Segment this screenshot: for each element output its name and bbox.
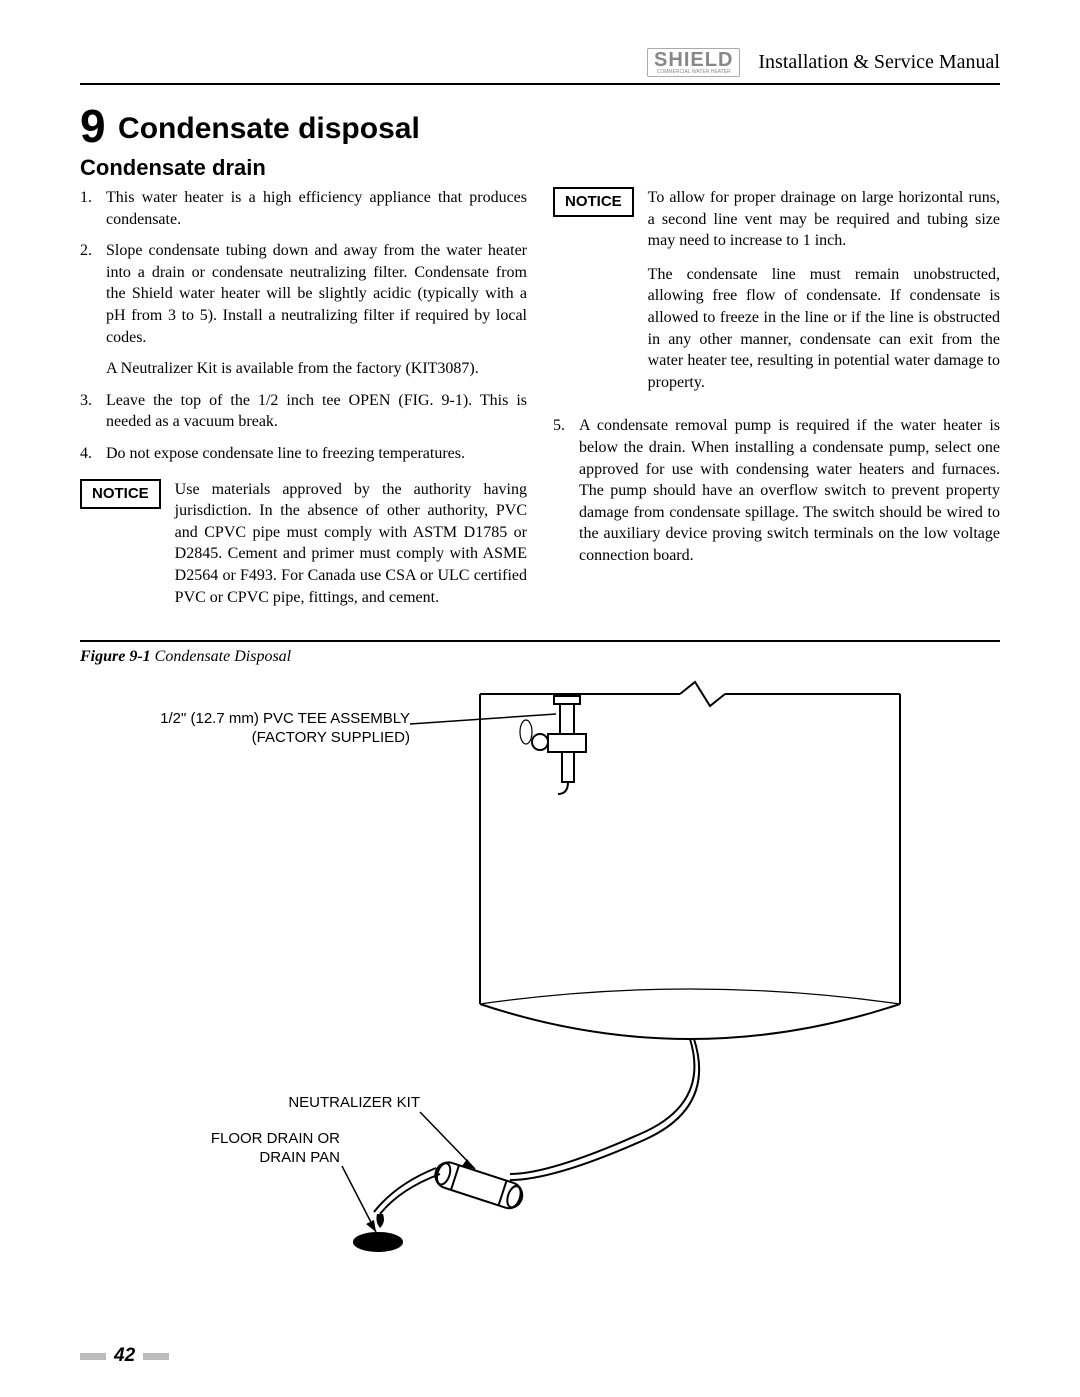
list-item: Slope condensate tubing down and away fr… [80, 240, 527, 380]
section-title: 9 Condensate disposal [80, 99, 1000, 153]
list-text: Leave the top of the 1/2 inch tee OPEN (… [106, 392, 527, 431]
figure-caption: Figure 9-1 Condensate Disposal [80, 648, 1000, 666]
page-bar-icon [80, 1353, 106, 1360]
left-column: This water heater is a high efficiency a… [80, 187, 527, 618]
list-text: A condensate removal pump is required if… [579, 417, 1000, 564]
section-subhead: Condensate drain [80, 155, 1000, 181]
list-item: This water heater is a high efficiency a… [80, 187, 527, 230]
right-list: A condensate removal pump is required if… [553, 415, 1000, 566]
list-text: This water heater is a high efficiency a… [106, 189, 527, 228]
left-list: This water heater is a high efficiency a… [80, 187, 527, 465]
figure-caption-bold: Figure 9-1 [80, 648, 151, 665]
section-name: Condensate disposal [118, 112, 420, 145]
figure-label-line: 1/2" (12.7 mm) PVC TEE ASSEMBLY [140, 710, 410, 729]
shield-logo: SHIELD COMMERCIAL WATER HEATER [647, 48, 740, 77]
figure-label-drain: FLOOR DRAIN OR DRAIN PAN [180, 1130, 340, 1168]
header-rule [80, 83, 1000, 85]
figure-label-line: DRAIN PAN [180, 1149, 340, 1168]
notice-label: NOTICE [80, 479, 161, 509]
right-column: NOTICE To allow for proper drainage on l… [553, 187, 1000, 618]
page-number: 42 [114, 1345, 135, 1367]
figure-label-line: (FACTORY SUPPLIED) [140, 729, 410, 748]
list-item: Leave the top of the 1/2 inch tee OPEN (… [80, 390, 527, 433]
notice-paragraph: The condensate line must remain unobstru… [648, 264, 1000, 394]
page-number-block: 42 [80, 1345, 169, 1367]
notice-paragraph: To allow for proper drainage on large ho… [648, 187, 1000, 252]
logo-text: SHIELD [654, 49, 733, 71]
list-text: Slope condensate tubing down and away fr… [106, 242, 527, 345]
figure-label-neutralizer: NEUTRALIZER KIT [220, 1094, 420, 1113]
notice-block-left: NOTICE Use materials approved by the aut… [80, 479, 527, 609]
header: SHIELD COMMERCIAL WATER HEATER Installat… [80, 48, 1000, 77]
section-number: 9 [80, 100, 106, 152]
condensate-diagram [80, 674, 1000, 1264]
notice-label: NOTICE [553, 187, 634, 217]
list-item: A condensate removal pump is required if… [553, 415, 1000, 566]
logo-subtext: COMMERCIAL WATER HEATER [654, 70, 733, 75]
notice-block-right: NOTICE To allow for proper drainage on l… [553, 187, 1000, 405]
notice-text: To allow for proper drainage on large ho… [648, 187, 1000, 405]
figure-label-tee: 1/2" (12.7 mm) PVC TEE ASSEMBLY (FACTORY… [140, 710, 410, 748]
figure-area: 1/2" (12.7 mm) PVC TEE ASSEMBLY (FACTORY… [80, 674, 1000, 1264]
figure-caption-rest: Condensate Disposal [151, 648, 291, 665]
body-columns: This water heater is a high efficiency a… [80, 187, 1000, 618]
notice-text: Use materials approved by the authority … [175, 479, 527, 609]
figure-rule [80, 640, 1000, 642]
manual-title: Installation & Service Manual [758, 51, 1000, 74]
figure-label-line: FLOOR DRAIN OR [180, 1130, 340, 1149]
list-subtext: A Neutralizer Kit is available from the … [106, 358, 527, 380]
list-text: Do not expose condensate line to freezin… [106, 445, 465, 462]
page-bar-icon [143, 1353, 169, 1360]
list-item: Do not expose condensate line to freezin… [80, 443, 527, 465]
